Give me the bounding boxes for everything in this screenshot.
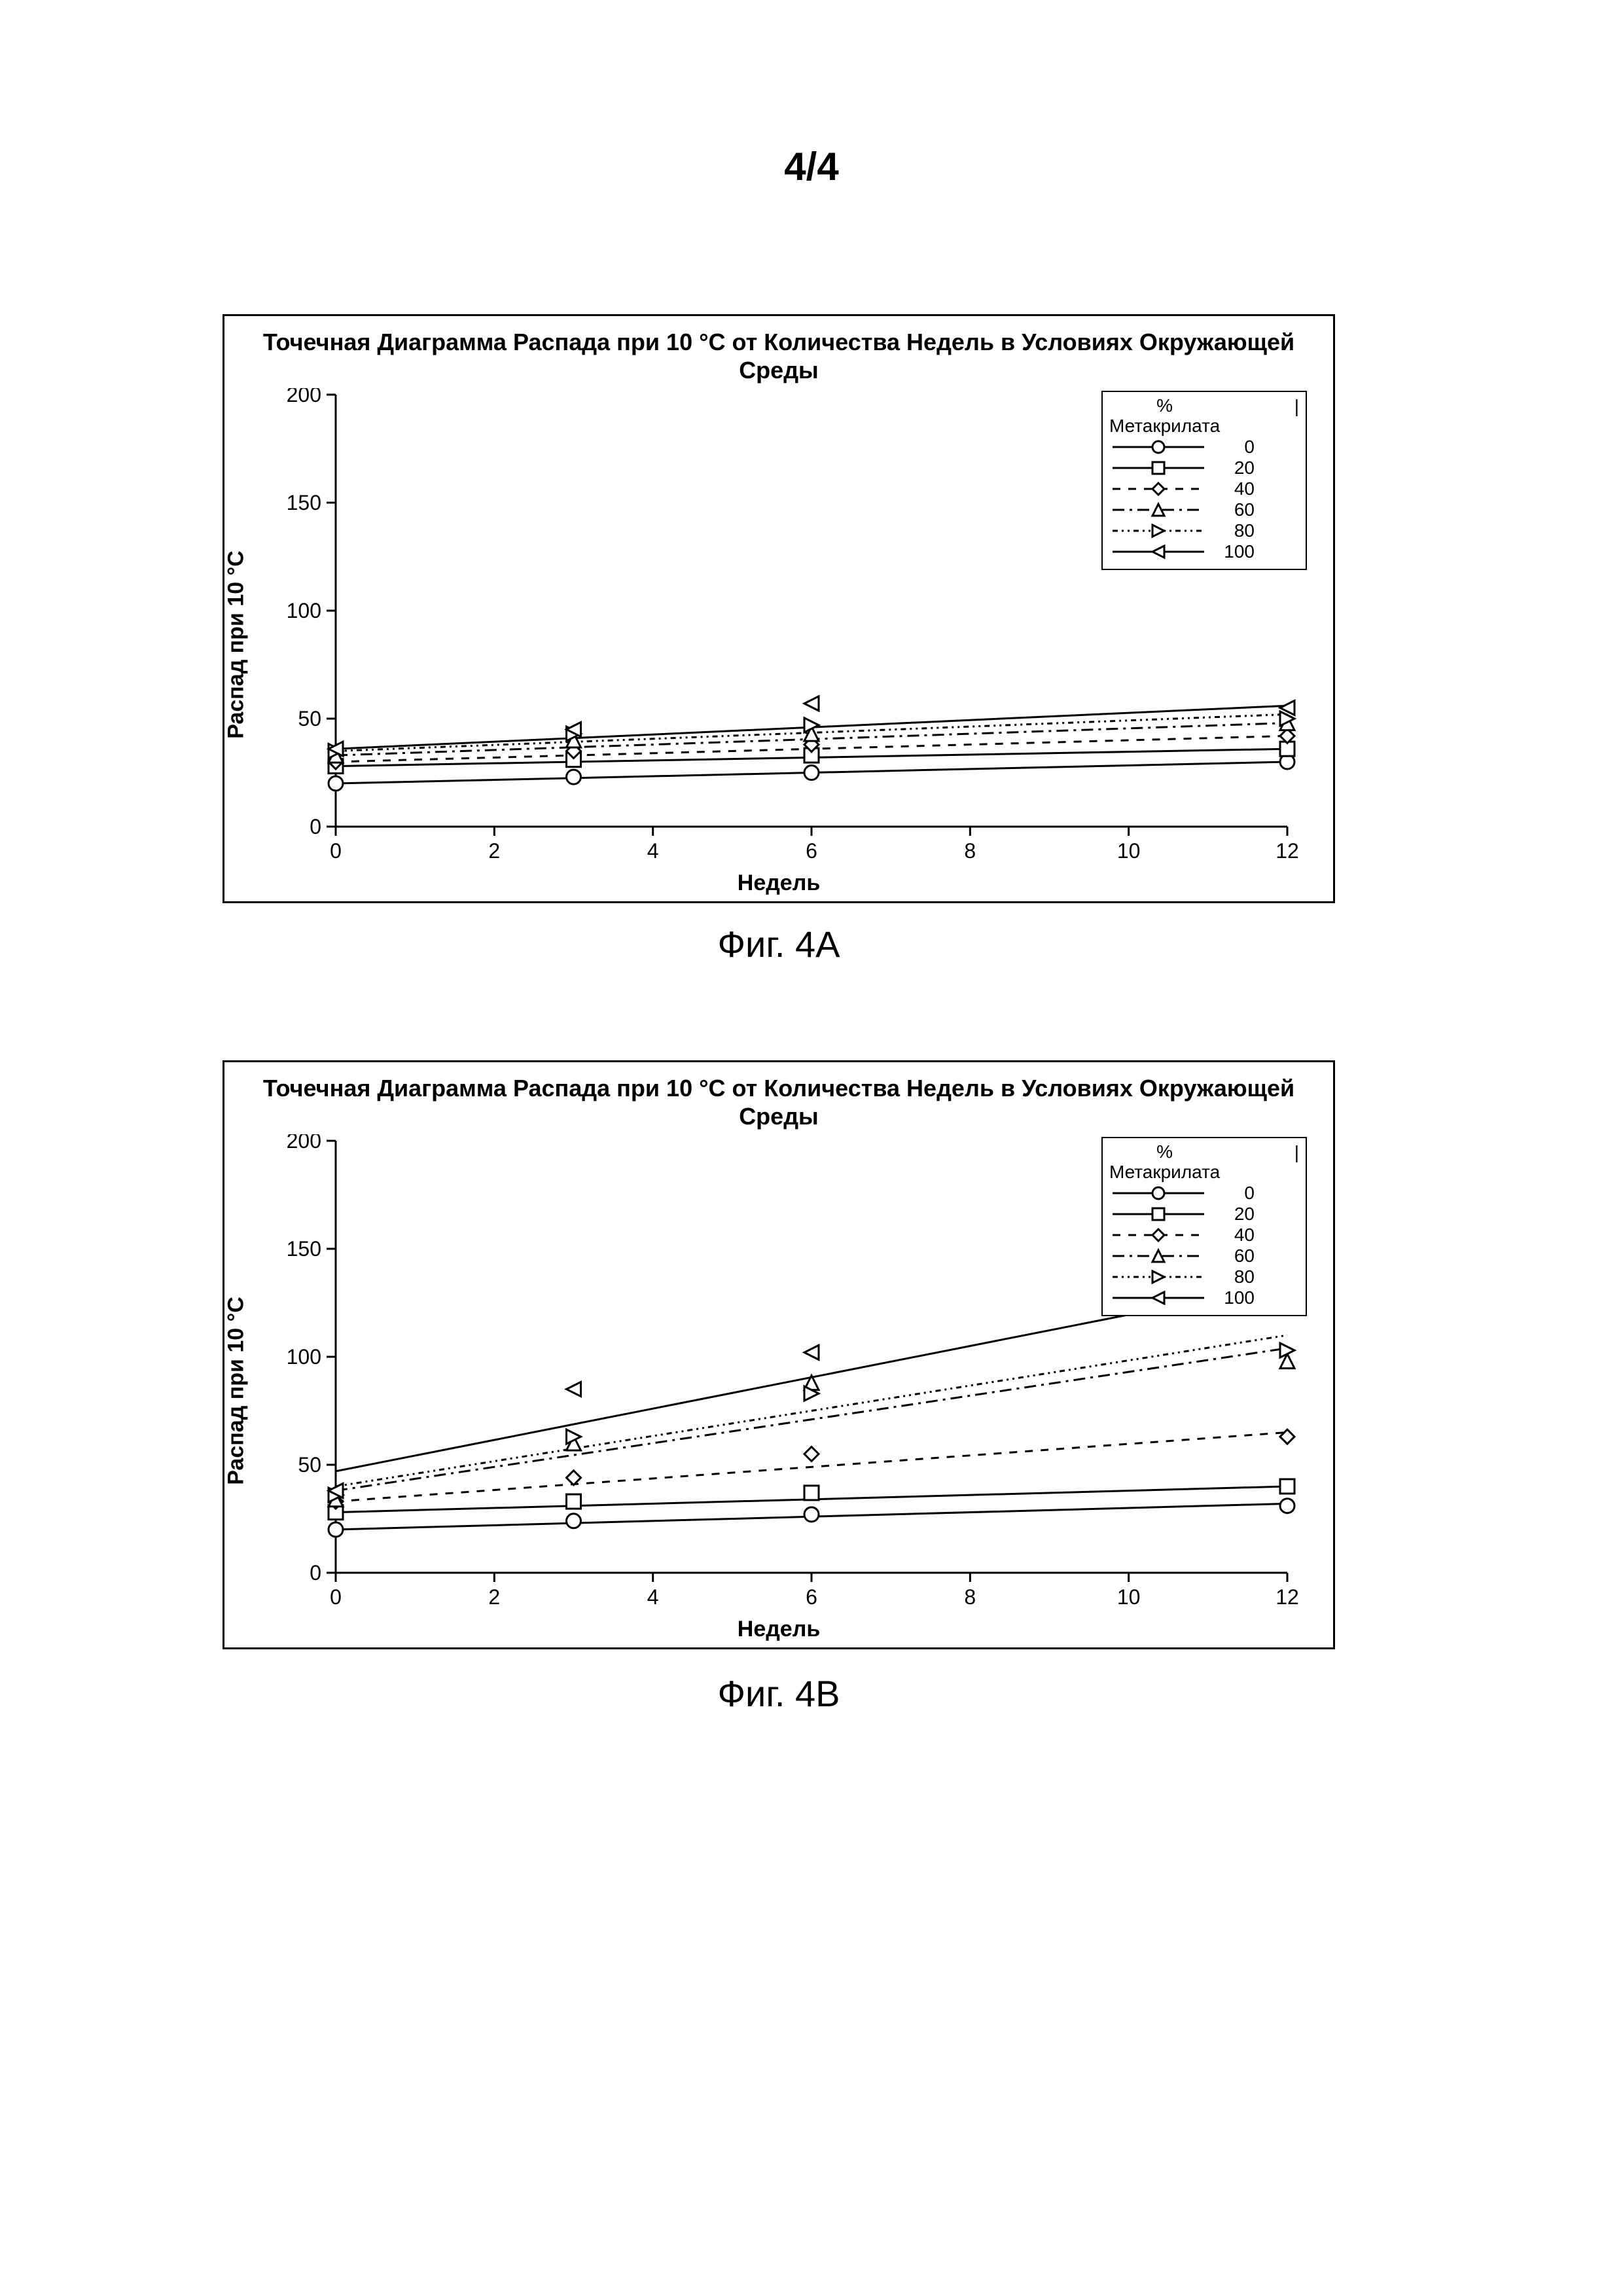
page: 4/4 Точечная Диаграмма Распада при 10 °C…: [0, 0, 1623, 2296]
svg-text:10: 10: [1117, 839, 1141, 863]
legend-row: 60: [1109, 499, 1299, 520]
svg-text:200: 200: [287, 388, 321, 406]
legend-row: 100: [1109, 1287, 1299, 1308]
svg-text:6: 6: [806, 839, 817, 863]
chart-a-plotwrap: Распад при 10 °C 050100150200024681012 Н…: [224, 388, 1333, 901]
legend-title: %Метакрилата: [1109, 396, 1220, 437]
page-number: 4/4: [784, 144, 838, 189]
legend-label: 20: [1215, 1204, 1255, 1225]
svg-text:2: 2: [488, 839, 500, 863]
legend-label: 100: [1215, 541, 1255, 562]
legend-row: 100: [1109, 541, 1299, 562]
svg-text:0: 0: [330, 839, 342, 863]
svg-text:12: 12: [1275, 839, 1299, 863]
svg-text:0: 0: [310, 815, 321, 838]
chart-a-title: Точечная Диаграмма Распада при 10 °C от …: [224, 316, 1333, 388]
legend-label: 60: [1215, 1246, 1255, 1266]
legend-row: 60: [1109, 1246, 1299, 1266]
svg-text:150: 150: [287, 491, 321, 514]
caption-b: Фиг. 4B: [223, 1672, 1335, 1715]
legend-row: 80: [1109, 1266, 1299, 1287]
legend-row: 80: [1109, 520, 1299, 541]
svg-text:6: 6: [806, 1585, 817, 1609]
figure-b-box: Точечная Диаграмма Распада при 10 °C от …: [223, 1060, 1335, 1649]
chart-a-legend: %Метакрилата | 020406080100: [1101, 391, 1307, 570]
svg-text:12: 12: [1275, 1585, 1299, 1609]
svg-text:150: 150: [287, 1237, 321, 1261]
legend-row: 0: [1109, 1183, 1299, 1204]
legend-row: 20: [1109, 457, 1299, 478]
chart-b-ylabel: Распад при 10 °C: [224, 1297, 249, 1485]
svg-text:0: 0: [310, 1561, 321, 1585]
svg-text:10: 10: [1117, 1585, 1141, 1609]
chart-b-xlabel: Недель: [224, 1617, 1333, 1642]
chart-b-legend: %Метакрилата | 020406080100: [1101, 1137, 1307, 1316]
svg-text:200: 200: [287, 1134, 321, 1153]
legend-label: 80: [1215, 520, 1255, 541]
legend-row: 20: [1109, 1204, 1299, 1225]
legend-bar-icon: |: [1288, 396, 1299, 417]
legend-label: 40: [1215, 478, 1255, 499]
legend-label: 20: [1215, 457, 1255, 478]
legend-label: 100: [1215, 1287, 1255, 1308]
svg-text:50: 50: [298, 707, 321, 730]
legend-label: 0: [1215, 437, 1255, 457]
svg-text:8: 8: [964, 839, 976, 863]
svg-text:100: 100: [287, 599, 321, 622]
chart-a-ylabel: Распад при 10 °C: [224, 550, 249, 739]
legend-row: 40: [1109, 1225, 1299, 1246]
svg-text:4: 4: [647, 839, 659, 863]
svg-text:8: 8: [964, 1585, 976, 1609]
legend-label: 40: [1215, 1225, 1255, 1246]
legend-label: 60: [1215, 499, 1255, 520]
svg-text:0: 0: [330, 1585, 342, 1609]
legend-title: %Метакрилата: [1109, 1142, 1220, 1183]
svg-text:50: 50: [298, 1453, 321, 1477]
svg-text:100: 100: [287, 1345, 321, 1369]
svg-text:2: 2: [488, 1585, 500, 1609]
legend-label: 80: [1215, 1266, 1255, 1287]
legend-bar-icon: |: [1288, 1142, 1299, 1163]
caption-a: Фиг. 4A: [223, 923, 1335, 965]
chart-b-title: Точечная Диаграмма Распада при 10 °C от …: [224, 1062, 1333, 1134]
svg-text:4: 4: [647, 1585, 659, 1609]
chart-a-xlabel: Недель: [224, 870, 1333, 896]
chart-b-plotwrap: Распад при 10 °C 050100150200024681012 Н…: [224, 1134, 1333, 1647]
figure-a-box: Точечная Диаграмма Распада при 10 °C от …: [223, 314, 1335, 903]
legend-row: 0: [1109, 437, 1299, 457]
legend-row: 40: [1109, 478, 1299, 499]
legend-label: 0: [1215, 1183, 1255, 1204]
